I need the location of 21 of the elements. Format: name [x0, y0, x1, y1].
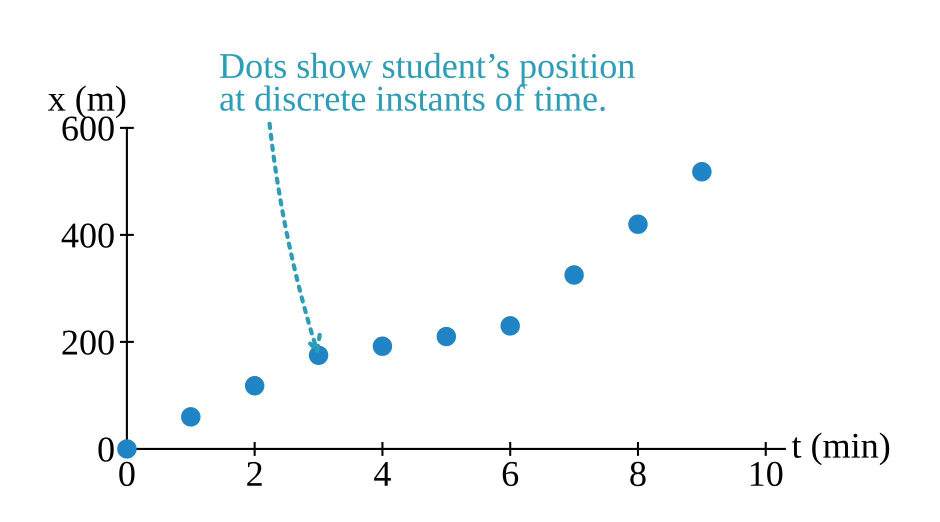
point [372, 336, 392, 356]
y-tick-label: 0 [98, 437, 114, 462]
point [628, 214, 648, 234]
y-tick-label: 600 [62, 116, 114, 141]
x-tick-label: 10 [750, 462, 782, 486]
point [117, 439, 137, 459]
point [692, 162, 712, 182]
point [181, 407, 201, 427]
x-tick-label: 6 [502, 462, 518, 486]
annotation: Dots show student’s position at discrete instants of time. [220, 52, 635, 112]
point [564, 265, 584, 285]
point [436, 326, 456, 346]
y-tick-label: 400 [62, 223, 114, 248]
x-tick-label: 2 [247, 462, 262, 486]
x-axis-title: t (min) [792, 432, 890, 466]
x-tick-label: 4 [374, 462, 391, 486]
point [500, 316, 520, 336]
y-tick-label: 200 [62, 330, 114, 355]
x-tick-label: 0 [119, 462, 135, 486]
point [244, 376, 264, 396]
x-tick-label: 8 [630, 462, 646, 486]
